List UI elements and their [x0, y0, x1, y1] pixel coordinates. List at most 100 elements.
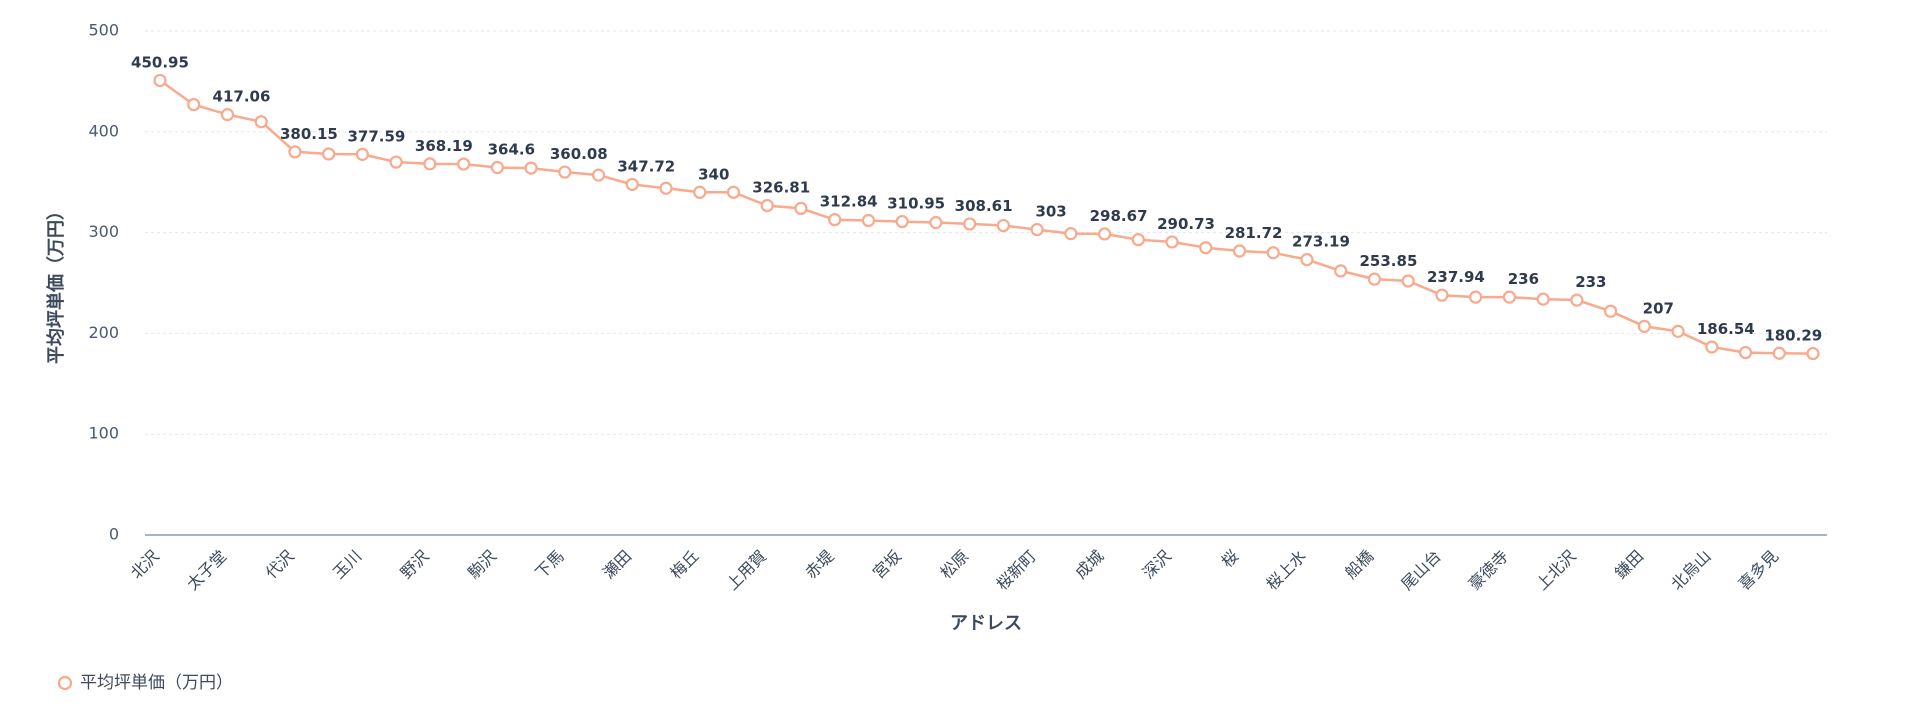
x-tick-label: 船橋 — [1341, 546, 1377, 582]
y-tick-label: 400 — [88, 121, 119, 140]
data-label: 364.6 — [488, 140, 535, 158]
data-point[interactable] — [1232, 244, 1247, 258]
data-label: 180.29 — [1764, 326, 1822, 344]
data-point[interactable] — [423, 157, 437, 171]
data-point[interactable] — [1266, 246, 1280, 260]
y-tick-label: 0 — [109, 525, 119, 544]
data-point[interactable] — [457, 157, 471, 171]
data-point[interactable] — [760, 198, 774, 213]
data-point[interactable] — [1536, 292, 1550, 306]
x-axis-ticks: 北沢 太子堂 代沢 玉川 野沢 駒沢 下馬 瀬田 梅丘 上用賀 赤堤 宮坂 松原 桜新町 成城 深沢 桜桜上水船… — [127, 546, 1782, 593]
data-labels: 450.95 417.06 380.15 377.59 368.19 364.6 360.0… — [131, 53, 1822, 344]
data-point[interactable] — [288, 145, 302, 159]
y-tick-label: 500 — [88, 21, 119, 40]
data-point[interactable] — [1738, 345, 1753, 360]
x-tick-label: 鎌田 — [1611, 546, 1647, 582]
x-tick-label: 豪徳寺 — [1465, 546, 1512, 593]
data-label: 360.08 — [550, 145, 608, 163]
data-point[interactable] — [1367, 272, 1382, 286]
data-point[interactable] — [558, 165, 572, 179]
x-tick-label: 桜 — [1218, 546, 1243, 571]
data-point[interactable] — [153, 73, 167, 88]
data-point[interactable] — [794, 201, 808, 216]
data-label: 417.06 — [213, 88, 271, 106]
x-tick-label: 喜多見 — [1735, 546, 1782, 593]
data-point[interactable] — [254, 115, 268, 129]
data-point[interactable] — [322, 147, 336, 161]
data-point[interactable] — [625, 177, 639, 192]
y-axis-title: 平均坪単価（万円） — [45, 202, 67, 364]
data-point[interactable] — [1064, 227, 1078, 241]
x-tick-label: 駒沢 — [464, 546, 500, 582]
data-point[interactable] — [355, 147, 370, 161]
data-point[interactable] — [1705, 340, 1719, 354]
data-label: 312.84 — [820, 193, 878, 211]
data-point[interactable] — [1097, 227, 1112, 241]
data-label: 281.72 — [1225, 224, 1283, 242]
y-tick-label: 100 — [88, 424, 119, 443]
series-line — [159, 79, 1814, 355]
data-point[interactable] — [591, 168, 606, 182]
data-point[interactable] — [693, 185, 707, 199]
x-tick-label: 桜新町 — [993, 546, 1040, 593]
data-point[interactable] — [963, 217, 977, 231]
data-label: 237.94 — [1427, 268, 1485, 286]
data-point[interactable] — [524, 161, 538, 175]
x-tick-label: 松原 — [936, 546, 972, 582]
data-point[interactable] — [1165, 235, 1179, 249]
data-point[interactable] — [1199, 241, 1213, 255]
x-tick-label: 尾山台 — [1397, 546, 1444, 593]
x-tick-label: 上北沢 — [1532, 546, 1579, 593]
data-point[interactable] — [828, 213, 842, 227]
legend-marker-icon — [57, 675, 73, 691]
x-axis-title: アドレス — [950, 613, 1022, 634]
data-label: 233 — [1575, 273, 1606, 291]
data-point[interactable] — [1435, 288, 1449, 302]
data-point[interactable] — [1401, 274, 1415, 288]
data-label: 347.72 — [617, 157, 675, 175]
y-tick-label: 200 — [88, 323, 119, 342]
data-label: 303 — [1035, 203, 1066, 221]
x-tick-label: 代沢 — [262, 546, 298, 582]
data-point[interactable] — [1300, 253, 1314, 267]
y-axis-ticks: 0 100 200 300 400 500 — [88, 21, 119, 544]
x-tick-label: 瀬田 — [599, 546, 635, 582]
legend-label: 平均坪単価（万円） — [80, 673, 233, 693]
data-point[interactable] — [726, 185, 741, 199]
data-label: 326.81 — [752, 179, 810, 197]
data-point[interactable] — [1502, 290, 1516, 304]
data-point[interactable] — [1334, 264, 1348, 278]
data-label: 368.19 — [415, 137, 473, 155]
data-label: 298.67 — [1090, 207, 1148, 225]
data-point[interactable] — [389, 155, 403, 169]
data-point[interactable] — [895, 214, 909, 229]
data-label: 253.85 — [1360, 252, 1418, 270]
data-point[interactable] — [861, 213, 876, 228]
x-tick-label: 下馬 — [532, 546, 568, 582]
x-tick-label: 深沢 — [1139, 546, 1175, 582]
data-point[interactable] — [996, 218, 1010, 233]
data-point[interactable] — [1806, 346, 1820, 361]
data-label: 186.54 — [1697, 320, 1755, 338]
x-tick-label: 北沢 — [127, 546, 163, 582]
data-point[interactable] — [929, 215, 943, 230]
x-tick-label: 桜上水 — [1262, 546, 1309, 593]
data-point[interactable] — [1671, 324, 1685, 338]
data-point[interactable] — [1603, 304, 1618, 318]
data-point[interactable] — [1772, 346, 1786, 360]
legend[interactable]: 平均坪単価（万円） — [57, 673, 233, 693]
data-label: 340 — [698, 165, 729, 183]
data-point[interactable] — [1469, 290, 1483, 304]
data-point[interactable] — [187, 97, 201, 112]
data-point[interactable] — [1030, 222, 1044, 237]
data-point[interactable] — [1637, 319, 1651, 333]
data-label: 450.95 — [131, 53, 189, 71]
data-point[interactable] — [659, 181, 673, 195]
data-label: 290.73 — [1157, 215, 1215, 233]
data-label: 380.15 — [280, 125, 338, 143]
data-point[interactable] — [220, 108, 235, 122]
data-point[interactable] — [1131, 233, 1145, 247]
data-point[interactable] — [1570, 293, 1584, 307]
x-tick-label: 北烏山 — [1667, 546, 1714, 593]
data-point[interactable] — [490, 160, 504, 175]
